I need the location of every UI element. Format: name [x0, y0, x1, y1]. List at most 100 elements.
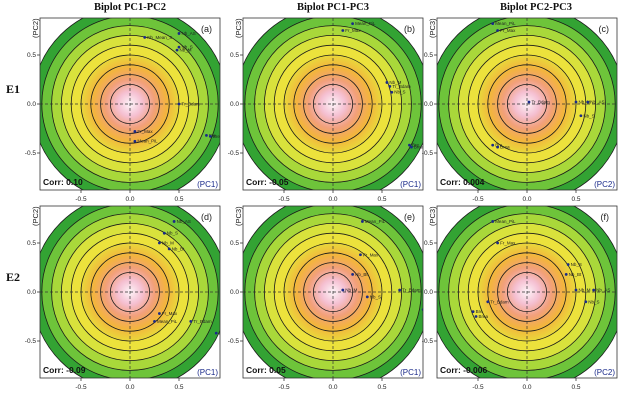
biplot-svg: Mean_PiL Fr_Max Tr_Bdam Nb_M Nb_AS Nb_S BreBre…: [422, 17, 618, 203]
data-point: [574, 100, 578, 104]
x-tick-label: -0.5: [472, 196, 484, 203]
data-point: [486, 300, 490, 304]
data-point: [586, 100, 590, 104]
data-point: [205, 133, 208, 137]
point-label: Bre: [412, 143, 420, 148]
x-tick-label: -0.5: [75, 196, 87, 203]
point-label: Tr_Bdam: [182, 102, 201, 107]
point-label: Tr_Bdam: [392, 84, 411, 89]
x-axis-label: (PC1): [197, 180, 218, 189]
y-tick-label: -0.5: [228, 338, 240, 345]
panel-letter: (a): [201, 24, 212, 34]
point-label: Nb_AS: [177, 219, 191, 224]
x-tick-label: 0.5: [377, 196, 386, 203]
x-axis-label: (PC1): [197, 368, 218, 377]
data-point: [167, 247, 171, 251]
data-point: [491, 22, 495, 26]
point-label: Nb_M: [579, 288, 591, 293]
y-axis-label: (PC3): [428, 206, 437, 226]
data-point: [408, 143, 411, 147]
data-point: [175, 48, 179, 52]
data-point: [189, 320, 193, 323]
point-label: Fr_Max: [363, 252, 379, 257]
point-label: Nb_S: [370, 294, 381, 299]
column-title-1: Biplot PC1-PC2: [93, 2, 167, 13]
plot-area: Mean_PiL Fr_Max Nb_S Nb_Bt Nb_AS Nb_M Nb_S Tr_B…: [437, 206, 617, 378]
data-point: [359, 253, 362, 257]
point-label: Nb_AS: [596, 288, 610, 293]
point-label: Nb_M: [345, 288, 357, 293]
point-label: Brea: [414, 145, 424, 150]
y-axis-label: (PC2): [31, 18, 40, 38]
x-tick-label: 0.0: [328, 196, 337, 203]
data-point: [351, 272, 354, 276]
data-point: [527, 100, 531, 104]
point-label: Nb_AS: [590, 100, 604, 105]
data-point: [341, 29, 345, 32]
correlation-label: Corr: -0.05: [246, 177, 289, 187]
biplot-panel-f: Mean_PiL Fr_Max Nb_S Nb_Bt Nb_AS Nb_M Nb_S Tr_B…: [422, 200, 623, 391]
biplot-panel-c: Mean_PiL Fr_Max Tr_Bdam Nb_M Nb_AS Nb_S Bre Bre…: [422, 12, 623, 203]
x-tick-label: 0.5: [571, 196, 580, 203]
data-point: [351, 22, 354, 26]
y-axis-label: (PC3): [428, 18, 437, 38]
point-label: Nb_S: [394, 90, 405, 95]
point-label: Brea: [219, 331, 229, 336]
plot-area: Nb_AS Nb_Mean_S Nb_SNb_M Tr_Bdam Fr_Max Mean_…: [40, 18, 223, 190]
data-point: [365, 295, 369, 299]
y-tick-label: -0.5: [228, 150, 240, 157]
data-point: [474, 315, 478, 318]
point-label: Bre: [476, 309, 484, 314]
y-tick-label: 0.5: [27, 240, 36, 247]
point-label: Mean_PiL: [157, 319, 178, 324]
x-axis-label: (PC1): [400, 368, 421, 377]
data-point: [388, 84, 392, 88]
panel-letter: (c): [599, 24, 610, 34]
point-label: Nb_S: [571, 262, 582, 267]
data-point: [361, 220, 364, 223]
point-label: Brea: [213, 134, 223, 139]
x-axis-label: (PC2): [594, 368, 615, 377]
point-label: Nb_M: [389, 80, 401, 85]
point-label: Fr_Max: [500, 241, 516, 246]
point-label: Mean_PiL: [137, 139, 158, 144]
point-label: Tr_Bdam: [490, 299, 509, 304]
point-label: Fr_Max: [500, 28, 516, 33]
y-tick-label: 0.5: [230, 52, 239, 59]
y-axis-label: (PC2): [31, 206, 40, 226]
correlation-label: Corr: -0.006: [440, 365, 488, 375]
y-tick-label: -0.5: [422, 150, 434, 157]
correlation-label: Corr: 0.05: [246, 365, 286, 375]
panel-letter: (f): [601, 212, 610, 222]
biplot-panel-d: Nb_AS Nb_S Nb_M Nb_Bt Fr_Max Mean_PiL Tr_Bdam B…: [25, 200, 229, 391]
data-point: [153, 320, 156, 323]
biplot-svg: Mean_PiLFr_MaxNb_BtNb_MNb_STr_BdamBrea-0…: [228, 205, 424, 391]
data-point: [584, 300, 588, 304]
x-tick-label: 0.5: [571, 384, 580, 391]
data-point: [496, 29, 499, 32]
biplot-svg: Mean_PiL Fr_Max Nb_S Nb_Bt Nb_AS Nb_M Nb_S Tr_B…: [422, 205, 618, 391]
data-point: [133, 130, 137, 133]
row-label-e2: E2: [6, 270, 21, 284]
data-point: [592, 288, 596, 292]
point-label: Bre: [209, 133, 217, 138]
point-label: Nb_Bt: [355, 272, 368, 277]
panel-letter: (b): [404, 24, 415, 34]
y-tick-label: 0.0: [230, 289, 239, 296]
data-point: [208, 134, 212, 138]
point-label: Tr_Bdam: [531, 100, 550, 105]
point-label: Nb_M: [180, 48, 192, 53]
point-label: Nb_S: [182, 45, 193, 50]
y-tick-label: -0.5: [25, 150, 37, 157]
data-point: [341, 288, 345, 292]
x-axis-label: (PC1): [400, 180, 421, 189]
point-label: Nb_S: [588, 299, 599, 304]
point-label: Nb_M: [162, 241, 174, 246]
point-label: Fr_Max: [137, 129, 153, 134]
x-axis-label: (PC2): [594, 180, 615, 189]
x-tick-label: 0.0: [522, 196, 531, 203]
x-tick-label: -0.5: [278, 384, 290, 391]
data-point: [574, 288, 578, 292]
data-point: [162, 231, 166, 235]
